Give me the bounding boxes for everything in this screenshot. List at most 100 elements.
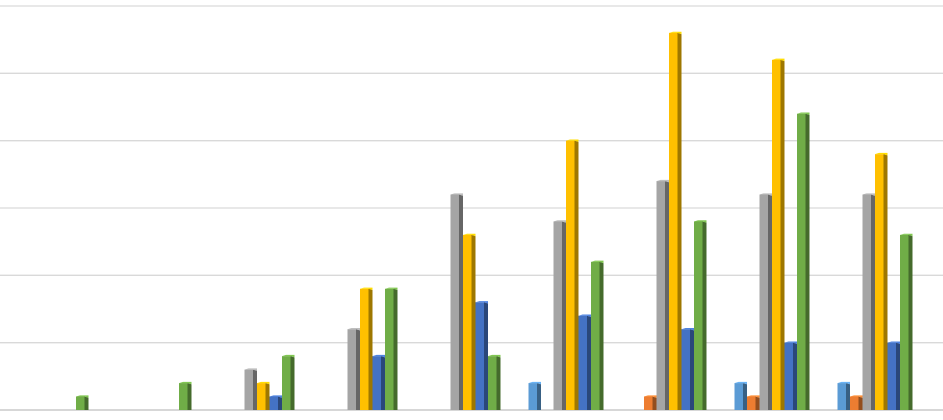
bar-side bbox=[768, 194, 772, 410]
bar-series-4-category-4 bbox=[360, 287, 373, 410]
bar-front bbox=[360, 288, 369, 410]
bar-front bbox=[385, 288, 394, 410]
bar-series-6-category-3 bbox=[282, 354, 295, 410]
bar-top bbox=[475, 301, 488, 304]
bar-side bbox=[755, 396, 760, 410]
bar-side bbox=[471, 234, 476, 410]
bar-front bbox=[669, 32, 678, 410]
bar-front bbox=[463, 234, 472, 410]
bar-side bbox=[265, 383, 270, 410]
bar-series-4-category-9 bbox=[875, 152, 888, 410]
bar-side bbox=[290, 356, 295, 410]
bar-series-5-category-8 bbox=[784, 341, 797, 410]
bar-front bbox=[681, 329, 690, 410]
bar-top bbox=[784, 341, 797, 344]
bar-side bbox=[846, 383, 850, 410]
bar-front bbox=[76, 396, 85, 410]
bar-front bbox=[282, 356, 291, 410]
bar-top bbox=[850, 395, 863, 398]
bar-top bbox=[772, 58, 785, 62]
bar-side bbox=[690, 329, 694, 410]
bar-front bbox=[450, 194, 459, 410]
bar-series-3-category-5 bbox=[450, 193, 463, 410]
bar-front bbox=[269, 396, 278, 410]
bar-series-4-category-7 bbox=[669, 31, 682, 410]
bar-side bbox=[393, 288, 398, 410]
bar-top bbox=[244, 368, 257, 371]
bar-series-5-category-6 bbox=[578, 314, 591, 410]
bar-top bbox=[578, 314, 591, 317]
bar-front bbox=[875, 154, 884, 410]
bar-top bbox=[566, 139, 579, 142]
bar-series-4-category-6 bbox=[566, 139, 579, 410]
bar-side bbox=[652, 396, 657, 410]
bar-side bbox=[562, 221, 566, 410]
bar-side bbox=[883, 154, 888, 410]
bar-top bbox=[282, 354, 295, 358]
bar-side bbox=[496, 356, 501, 410]
bar-series-3-category-8 bbox=[759, 193, 772, 410]
bar-top bbox=[669, 31, 682, 35]
bar-front bbox=[553, 221, 562, 410]
bar-front bbox=[837, 383, 846, 410]
bar-side bbox=[702, 221, 707, 410]
bar-series-1-category-9 bbox=[837, 381, 850, 410]
bar-side bbox=[587, 315, 591, 410]
bar-series-2-category-9 bbox=[850, 395, 863, 410]
bar-top bbox=[488, 354, 501, 358]
bar-top bbox=[179, 381, 192, 385]
bar-front bbox=[900, 234, 909, 410]
bar-front bbox=[488, 356, 497, 410]
bar-series-6-category-5 bbox=[488, 354, 501, 410]
bar-side bbox=[459, 194, 463, 410]
bar-top bbox=[372, 354, 385, 358]
bar-side bbox=[574, 140, 579, 410]
bar-series-5-category-4 bbox=[372, 354, 385, 410]
bar-top bbox=[257, 381, 270, 385]
bar-side bbox=[278, 396, 282, 410]
bar-top bbox=[862, 193, 875, 196]
bar-side bbox=[665, 181, 669, 410]
bar-side bbox=[793, 342, 797, 410]
bar-series-4-category-8 bbox=[772, 58, 785, 410]
bar-side bbox=[858, 396, 863, 410]
bar-top bbox=[347, 328, 360, 331]
bar-series-5-category-9 bbox=[887, 341, 900, 410]
bar-side bbox=[896, 342, 900, 410]
bar-front bbox=[887, 342, 896, 410]
bar-series-3-category-6 bbox=[553, 220, 566, 410]
bar-series-6-category-6 bbox=[591, 260, 604, 410]
bar-front bbox=[656, 181, 665, 410]
bar-front bbox=[347, 329, 356, 410]
bar-series-3-category-9 bbox=[862, 193, 875, 410]
bar-front bbox=[644, 396, 653, 410]
bar-front bbox=[747, 396, 756, 410]
bar-series-2-category-7 bbox=[644, 395, 657, 410]
bar-series-3-category-4 bbox=[347, 328, 360, 410]
bar-side bbox=[368, 288, 373, 410]
bar-series-3-category-7 bbox=[656, 179, 669, 410]
bar-front bbox=[797, 113, 806, 410]
bar-top bbox=[591, 260, 604, 264]
bar-front bbox=[528, 383, 537, 410]
bar-series-5-category-5 bbox=[475, 301, 488, 410]
bar-side bbox=[908, 234, 913, 410]
bar-front bbox=[372, 356, 381, 410]
bar-front bbox=[772, 59, 781, 410]
bar-side bbox=[743, 383, 747, 410]
bar-series-6-category-4 bbox=[385, 287, 398, 410]
bar-top bbox=[528, 381, 541, 385]
bar-series-3-category-3 bbox=[244, 368, 257, 410]
bar-front bbox=[566, 140, 575, 410]
bar-front bbox=[850, 396, 859, 410]
bar-side bbox=[780, 59, 785, 410]
bar-front bbox=[244, 369, 253, 410]
bar-top bbox=[887, 341, 900, 344]
bar-top bbox=[747, 395, 760, 398]
bar-front bbox=[257, 383, 266, 410]
bar-top bbox=[450, 193, 463, 196]
bar-side bbox=[187, 383, 192, 410]
bar-top bbox=[269, 395, 282, 398]
bar-series-6-category-8 bbox=[797, 112, 810, 410]
